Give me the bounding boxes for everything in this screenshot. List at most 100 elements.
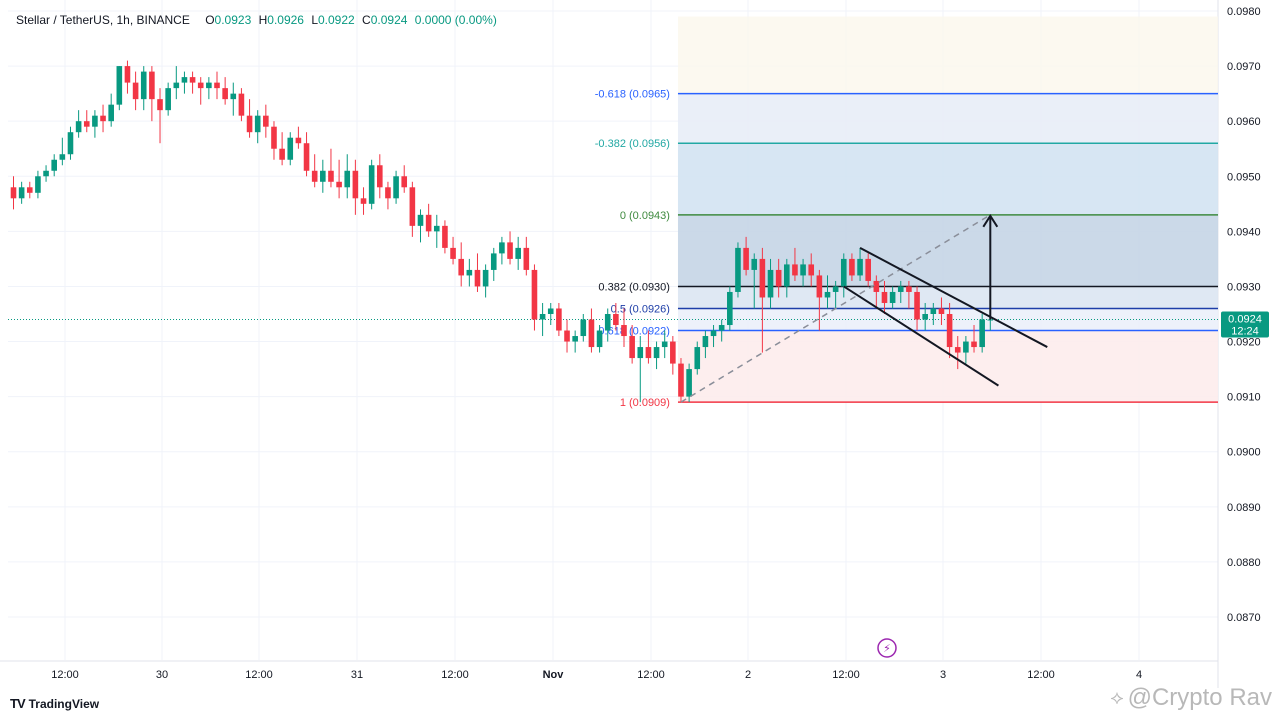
candle-body	[751, 258, 758, 270]
high-value: 0.0926	[267, 13, 304, 27]
candle-body	[189, 77, 196, 83]
candle-body	[393, 176, 399, 199]
candle-body	[979, 319, 985, 348]
candle-body	[59, 154, 66, 160]
low-value: 0.0922	[318, 13, 355, 27]
candle-body	[271, 126, 277, 149]
candle-body	[661, 341, 668, 348]
change-value: 0.0000 (0.00%)	[414, 13, 497, 27]
fib-zone-band	[677, 16, 1218, 94]
y-tick-label: 0.0930	[1227, 281, 1261, 293]
candle-body	[368, 165, 375, 204]
candle-body	[303, 143, 310, 171]
fib-level-label: -0.382 (0.0956)	[595, 138, 670, 150]
candle-body	[743, 247, 749, 270]
y-tick-label: 0.0900	[1227, 447, 1261, 459]
candle-body	[710, 330, 717, 337]
candle-body	[132, 82, 139, 100]
candle-body	[26, 187, 33, 193]
candle-body	[922, 314, 928, 320]
candle-body	[124, 66, 131, 83]
candle-body	[718, 325, 725, 331]
candle-body	[808, 264, 815, 276]
fib-level-label: 1 (0.0909)	[620, 397, 670, 409]
candle-body	[92, 115, 98, 127]
candle-body	[336, 181, 342, 188]
close-value: 0.0924	[370, 13, 408, 27]
candle-body	[482, 269, 489, 287]
candle-body	[401, 176, 408, 188]
y-tick-label: 0.0940	[1227, 226, 1261, 238]
x-tick-label: 12:00	[637, 669, 665, 681]
candle-body	[157, 99, 163, 111]
candle-body	[499, 242, 505, 254]
bar-countdown: 12:24	[1231, 326, 1259, 338]
x-tick-label: 3	[940, 669, 946, 681]
y-tick-label: 0.0960	[1227, 116, 1261, 128]
brand-name: TradingView	[28, 696, 100, 711]
candle-body	[857, 258, 863, 276]
tradingview-brand[interactable]: TV TradingView	[10, 696, 99, 711]
fib-level-label: 0.382 (0.0930)	[598, 281, 670, 293]
x-tick-label: 31	[351, 669, 363, 681]
candle-body	[222, 88, 228, 100]
candle-body	[727, 291, 733, 326]
candle-body	[954, 347, 961, 353]
candle-body	[767, 269, 774, 298]
candle-body	[596, 330, 603, 348]
candle-body	[197, 82, 204, 89]
candle-body	[694, 347, 701, 370]
y-tick-label: 0.0880	[1227, 557, 1261, 569]
candle-body	[865, 258, 871, 281]
watermark-text: @Crypto Rav	[1127, 684, 1272, 711]
candle-body	[613, 314, 619, 326]
candle-body	[572, 336, 578, 342]
candle-body	[531, 269, 538, 320]
candle-body	[344, 170, 351, 188]
candle-body	[547, 308, 554, 314]
candle-body	[385, 187, 391, 199]
candle-body	[35, 176, 41, 193]
candle-body	[987, 319, 994, 321]
candle-body	[409, 187, 416, 226]
x-tick-label: 12:00	[1027, 669, 1055, 681]
x-tick-label: Nov	[543, 669, 565, 681]
target-arrow-head	[982, 213, 999, 228]
candle-body	[556, 308, 562, 331]
candle-body	[564, 330, 570, 342]
candle-body	[450, 247, 456, 259]
candle-body	[800, 264, 806, 276]
high-label: H	[258, 13, 268, 27]
fib-zone-band	[677, 93, 1218, 144]
candle-body	[792, 264, 798, 276]
fib-level-label: -0.618 (0.0965)	[595, 89, 670, 101]
low-label: L	[311, 13, 318, 27]
tradingview-logo-icon: TV	[10, 696, 26, 711]
y-tick-label: 0.0950	[1227, 171, 1261, 183]
candle-body	[100, 115, 106, 122]
candle-body	[653, 347, 660, 359]
candle-body	[442, 225, 448, 248]
candle-body	[18, 187, 25, 199]
candle-body	[320, 170, 326, 182]
x-tick-label: 12:00	[245, 669, 273, 681]
candle-body	[108, 104, 114, 122]
candle-body	[523, 247, 530, 270]
candle-body	[881, 291, 888, 303]
candle-body	[670, 341, 676, 364]
candle-body	[254, 115, 261, 133]
candle-body	[287, 137, 294, 160]
candle-body	[10, 187, 17, 199]
symbol-name[interactable]: Stellar / TetherUS, 1h, BINANCE	[16, 13, 190, 27]
candle-body	[377, 165, 383, 188]
candle-body	[140, 71, 147, 100]
lightning-icon: ⚡	[883, 642, 891, 655]
x-tick-label: 30	[156, 669, 168, 681]
candle-body	[889, 291, 896, 303]
candle-body	[328, 170, 334, 182]
candle-body	[279, 148, 285, 160]
symbol-legend: Stellar / TetherUS, 1h, BINANCE O0.0923 …	[16, 13, 497, 27]
candle-body	[43, 170, 49, 177]
candle-body	[490, 253, 497, 270]
